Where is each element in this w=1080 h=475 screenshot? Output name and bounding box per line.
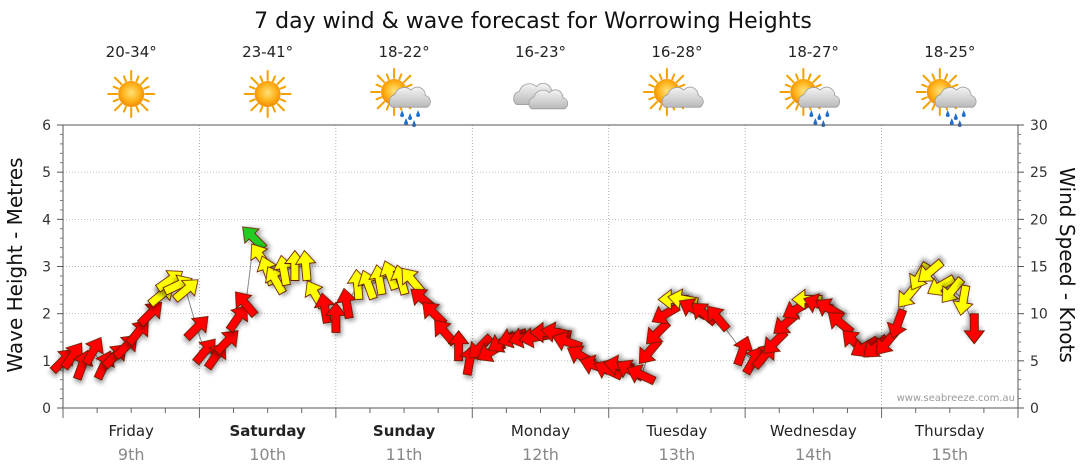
y-left-tick-label: 4: [42, 212, 51, 228]
wind-arrow: [125, 319, 149, 347]
y-left-tick-label: 6: [42, 118, 51, 134]
day-date: 12th: [522, 445, 559, 464]
day-temperature: 16-28°: [651, 43, 702, 61]
y-left-tick-label: 0: [42, 401, 51, 417]
chart-title: 7 day wind & wave forecast for Worrowing…: [254, 9, 812, 34]
credit-text: www.seabreeze.com.au: [897, 393, 1015, 404]
wind-arrow: [183, 315, 209, 342]
y-left-tick-label: 1: [42, 354, 51, 370]
day-temperature: 23-41°: [242, 43, 293, 61]
sunny-icon: [243, 70, 292, 118]
y-right-tick-label: 0: [1030, 401, 1039, 417]
wind-arrow: [963, 313, 986, 345]
y-left-tick-label: 5: [42, 165, 51, 181]
day-temperature: 18-27°: [788, 43, 839, 61]
day-name: Saturday: [229, 422, 306, 440]
wind-arrow: [941, 276, 966, 303]
y-right-tick-label: 5: [1030, 354, 1039, 370]
wind-arrows: [49, 226, 986, 386]
sunny-icon: [107, 70, 156, 118]
wind-arrow: [707, 305, 731, 333]
y-left-tick-label: 3: [42, 260, 51, 276]
day-temperature: 16-23°: [515, 43, 566, 61]
wind-arrow: [447, 329, 470, 362]
day-name: Sunday: [373, 422, 436, 440]
sun-cloud-rain-icon: [915, 68, 977, 127]
cloud-icon: [513, 82, 569, 110]
wind-arrow: [171, 279, 199, 303]
day-date: 14th: [795, 445, 832, 464]
day-forecast-row: 20-34° 23-41° 18-22° 16-23° 16-28° 18-27° 18-2…: [106, 43, 977, 127]
day-temperature: 18-25°: [924, 43, 975, 61]
sun-cloud-rain-icon: [370, 68, 431, 127]
day-name: Friday: [108, 422, 154, 440]
day-temperature: 20-34°: [106, 43, 157, 61]
sun-cloud-rain-icon: [779, 68, 841, 127]
wind-arrow: [213, 330, 239, 356]
day-temperature: 18-22°: [379, 43, 430, 61]
wind-arrow: [136, 301, 163, 328]
y-right-tick-label: 15: [1030, 260, 1048, 276]
day-name: Thursday: [914, 422, 985, 440]
grid: [63, 124, 1018, 408]
day-date: 11th: [386, 445, 423, 464]
day-date: 9th: [118, 445, 145, 464]
day-date: 10th: [249, 445, 286, 464]
y-axis-right-label: Wind Speed - Knots: [1055, 167, 1079, 363]
day-name: Tuesday: [645, 422, 707, 440]
y-right-tick-label: 25: [1030, 165, 1048, 181]
wind-arrow: [626, 364, 657, 386]
y-left-tick-label: 2: [42, 307, 51, 323]
day-date: 15th: [931, 445, 968, 464]
wind-arrow: [235, 291, 259, 319]
day-name: Wednesday: [770, 422, 857, 440]
y-axis-left-label: Wave Height - Metres: [3, 157, 27, 372]
wind-arrow: [81, 336, 104, 367]
y-right-tick-label: 20: [1030, 212, 1048, 228]
sun-cloud-icon: [642, 68, 704, 116]
day-date: 13th: [659, 445, 696, 464]
wind-arrow: [952, 284, 974, 316]
wind-arrow: [886, 307, 908, 339]
day-labels: Friday 9th Saturday 10th Sunday 11th Monday 12t…: [108, 422, 984, 464]
y-right-tick-label: 30: [1030, 118, 1048, 134]
y-right-tick-label: 10: [1030, 307, 1048, 323]
axes: 0 1 2 3 4 5 6 0 5 10 15 20 25 30: [42, 118, 1048, 418]
wind-arrow: [225, 304, 249, 333]
day-name: Monday: [511, 422, 570, 440]
